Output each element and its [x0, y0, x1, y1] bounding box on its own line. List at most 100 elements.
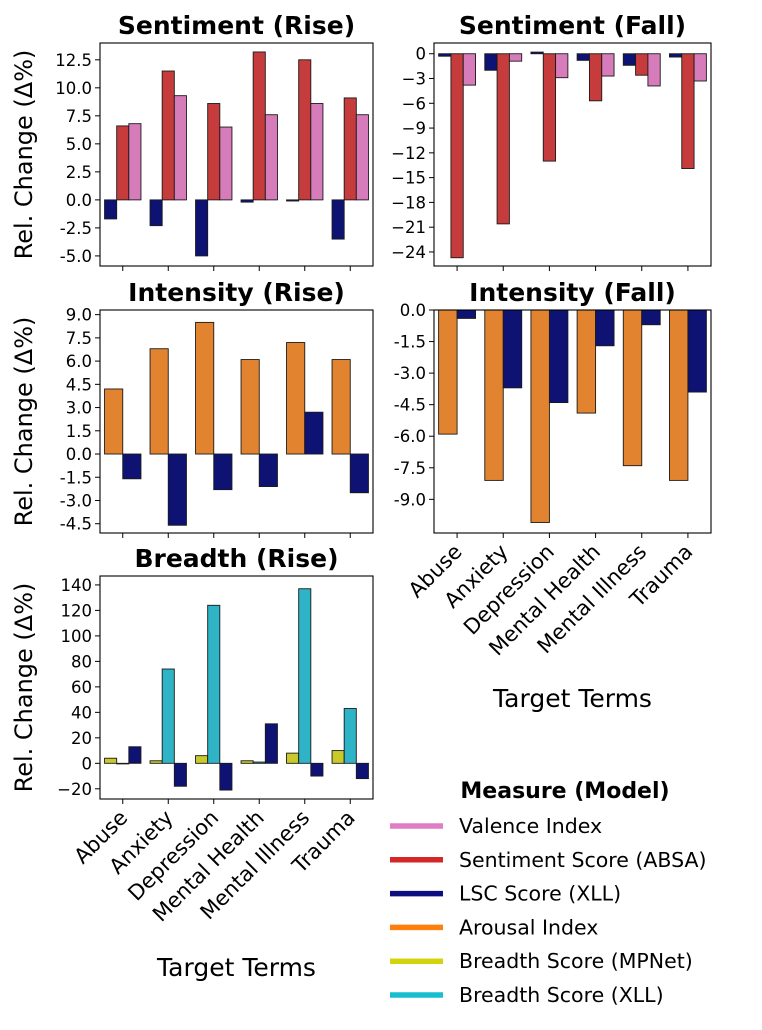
bar-sentiment-score-absa-mental-illness	[635, 53, 649, 76]
bar-arousal-index-mental-health	[576, 309, 597, 414]
bar-lsc-score-xll-mental-illness	[310, 762, 324, 777]
bar-valence-index-anxiety	[508, 53, 523, 62]
legend-label: LSC Score (XLL)	[459, 882, 621, 906]
bar-arousal-index-trauma	[331, 359, 351, 455]
bar-lsc-score-xll-anxiety	[173, 762, 187, 787]
bar-arousal-index-anxiety	[149, 348, 169, 455]
y-tick-label: 7.5	[66, 107, 92, 126]
bar-arousal-index-trauma	[669, 309, 689, 481]
bar-breadth-score-xll-abuse	[116, 762, 130, 765]
bar-lsc-score-xll-mental-illness	[304, 411, 324, 455]
bar-valence-index-mental-illness	[647, 53, 661, 87]
bar-sentiment-score-absa-trauma	[681, 53, 695, 169]
bar-lsc-score-xll-anxiety	[502, 309, 523, 389]
y-tick-label: 3.0	[66, 399, 92, 418]
legend-title: Measure (Model)	[460, 779, 669, 804]
chart-panel-sent_rise: Sentiment (Rise) -5.0 -2.5 0.0 2.5 5.0 7.5 10.0…	[10, 11, 374, 271]
bar-sentiment-score-absa-abuse	[116, 125, 130, 201]
axes-frame	[99, 42, 374, 267]
bar-lsc-score-xll-abuse	[128, 746, 142, 764]
bar-lsc-score-xll-depression	[195, 199, 209, 257]
chart-title: Intensity (Fall)	[469, 278, 676, 307]
y-tick-label: −18	[391, 193, 426, 212]
y-tick-label: 2.5	[66, 163, 92, 182]
y-tick-label: 120	[61, 601, 93, 620]
bar-valence-index-depression	[219, 126, 233, 201]
bar-lsc-score-xll-trauma	[331, 199, 345, 240]
y-tick-label: -7.5	[394, 459, 426, 478]
bar-valence-index-abuse	[128, 123, 142, 201]
bar-lsc-score-xll-trauma	[687, 309, 707, 393]
legend-label: Arousal Index	[459, 915, 598, 939]
bar-lsc-score-xll-anxiety	[149, 199, 163, 227]
y-tick-label: -1.5	[394, 333, 426, 352]
y-tick-label: -2.5	[60, 219, 92, 238]
y-tick-label: 20	[71, 729, 92, 748]
legend: Measure (Model) Valence Index Sentiment Sc…	[390, 779, 707, 1007]
y-axis-label: Rel. Change (Δ%)	[10, 583, 38, 793]
y-tick-label: −20	[57, 780, 92, 799]
y-tick-label: 6.0	[66, 352, 92, 371]
y-axis-label: Rel. Change (Δ%)	[10, 317, 38, 527]
bar-lsc-score-xll-depression	[219, 762, 233, 791]
legend-label: Valence Index	[459, 814, 602, 838]
y-tick-label: -3.0	[60, 491, 92, 510]
y-tick-label: 7.5	[66, 329, 92, 348]
bar-valence-index-mental-health	[601, 53, 615, 77]
y-tick-label: 0	[416, 45, 427, 64]
chart-title: Sentiment (Fall)	[459, 11, 686, 40]
y-tick-label: -1.5	[60, 468, 92, 487]
bar-sentiment-score-absa-mental-health	[252, 51, 266, 201]
y-tick-label: -6.0	[394, 427, 426, 446]
chart-title: Intensity (Rise)	[128, 278, 345, 307]
legend-label: Breadth Score (XLL)	[459, 983, 664, 1007]
chart-title: Sentiment (Rise)	[118, 11, 355, 40]
bar-breadth-score-mpnet-anxiety	[149, 760, 163, 764]
x-axis-label: Target Terms	[492, 684, 652, 713]
y-tick-label: 10.0	[55, 79, 92, 98]
bar-arousal-index-mental-health	[240, 359, 260, 455]
y-tick-label: 9.0	[66, 306, 92, 325]
bar-lsc-score-xll-anxiety	[484, 53, 498, 71]
bar-lsc-score-xll-mental-health	[576, 53, 590, 61]
bar-breadth-score-mpnet-depression	[195, 755, 209, 764]
bar-lsc-score-xll-depression	[548, 309, 569, 404]
y-tick-label: 1.5	[66, 422, 92, 441]
bar-lsc-score-xll-mental-illness	[641, 309, 661, 326]
bar-breadth-score-mpnet-mental-illness	[286, 752, 300, 764]
legend-label: Sentiment Score (ABSA)	[459, 848, 707, 872]
bar-arousal-index-mental-illness	[622, 309, 643, 467]
bar-lsc-score-xll-abuse	[456, 309, 476, 319]
y-tick-label: −6	[402, 94, 426, 113]
bar-valence-index-trauma	[693, 53, 707, 82]
bar-breadth-score-xll-mental-illness	[298, 588, 312, 764]
y-axis-label: Rel. Change (Δ%)	[10, 50, 38, 260]
bar-arousal-index-mental-illness	[286, 342, 306, 455]
legend-item: Sentiment Score (ABSA)	[390, 848, 707, 872]
y-tick-label: −15	[391, 169, 426, 188]
bar-lsc-score-xll-trauma	[355, 762, 369, 780]
legend-item: LSC Score (XLL)	[390, 882, 621, 906]
bar-valence-index-anxiety	[173, 95, 187, 201]
bar-lsc-score-xll-abuse	[438, 53, 452, 57]
y-tick-label: 0.0	[66, 191, 92, 210]
y-tick-label: -3.0	[394, 364, 426, 383]
y-tick-label: −3	[402, 70, 426, 89]
bar-sentiment-score-absa-mental-illness	[298, 59, 312, 201]
y-tick-label: −24	[391, 243, 426, 262]
x-axis-label: Target Terms	[156, 953, 316, 982]
bar-arousal-index-abuse	[438, 309, 458, 435]
axes-frame	[99, 309, 374, 534]
y-tick-label: 60	[71, 678, 92, 697]
bar-lsc-score-xll-mental-illness	[286, 199, 300, 202]
y-tick-label: 140	[61, 576, 93, 595]
y-tick-label: 12.5	[55, 51, 92, 70]
bar-sentiment-score-absa-anxiety	[161, 70, 175, 201]
bar-lsc-score-xll-mental-health	[258, 453, 278, 487]
bar-valence-index-mental-health	[264, 114, 278, 201]
y-tick-label: 100	[61, 627, 93, 646]
y-tick-label: -4.5	[60, 515, 92, 534]
bar-lsc-score-xll-abuse	[104, 199, 118, 220]
bar-breadth-score-xll-trauma	[343, 708, 357, 764]
